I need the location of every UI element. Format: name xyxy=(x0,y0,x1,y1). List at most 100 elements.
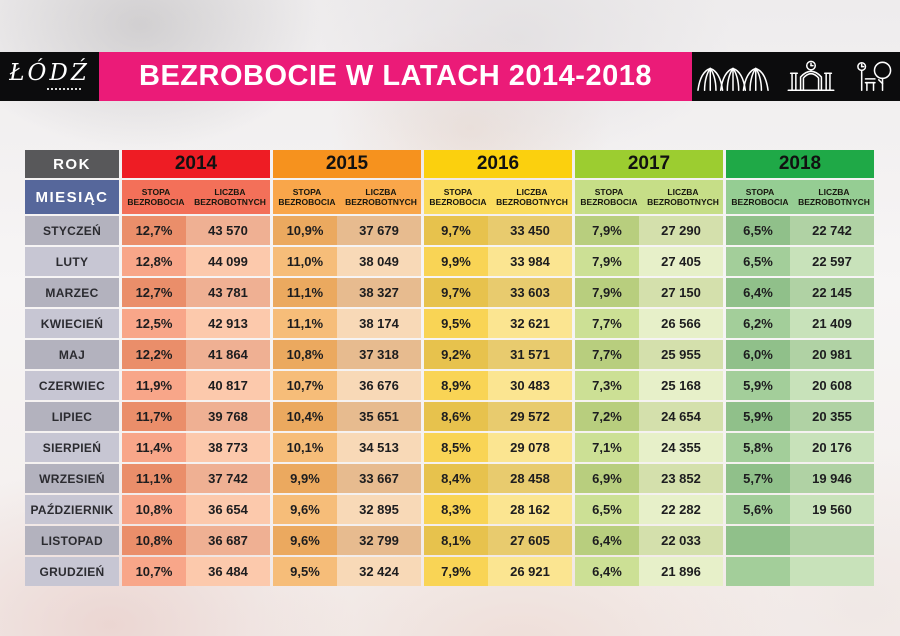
stopa-cell: 5,9% xyxy=(726,371,790,400)
year-data-group: 9,9% 33 667 xyxy=(273,464,421,493)
liczba-cell: 29 078 xyxy=(488,433,572,462)
stopa-cell: 8,1% xyxy=(424,526,488,555)
liczba-cell: 43 781 xyxy=(186,278,270,307)
year-data-group: 5,6% 19 560 xyxy=(726,495,874,524)
stopa-cell: 5,8% xyxy=(726,433,790,462)
liczba-cell: 19 560 xyxy=(790,495,874,524)
liczba-cell: 23 852 xyxy=(639,464,723,493)
year-data-group: 8,6% 29 572 xyxy=(424,402,572,431)
liczba-cell: 22 597 xyxy=(790,247,874,276)
year-data-group: 10,8% 37 318 xyxy=(273,340,421,369)
year-subheader-group: STOPA BEZROBOCIA LICZBA BEZROBOTNYCH xyxy=(424,180,572,214)
year-data-group: 11,7% 39 768 xyxy=(122,402,270,431)
liczba-cell xyxy=(790,526,874,555)
year-data-group: 7,1% 24 355 xyxy=(575,433,723,462)
stopa-cell: 10,1% xyxy=(273,433,337,462)
stopa-cell: 9,5% xyxy=(273,557,337,586)
liczba-cell: 32 799 xyxy=(337,526,421,555)
stopa-subheader-cell: STOPA BEZROBOCIA xyxy=(127,186,185,207)
stopa-cell: 8,6% xyxy=(424,402,488,431)
year-data-group: 8,1% 27 605 xyxy=(424,526,572,555)
year-data-group: 8,3% 28 162 xyxy=(424,495,572,524)
stopa-cell: 8,4% xyxy=(424,464,488,493)
year-data-group: 11,1% 38 174 xyxy=(273,309,421,338)
year-data-group: 7,9% 26 921 xyxy=(424,557,572,586)
stopa-cell: 9,6% xyxy=(273,495,337,524)
year-data-group: 6,4% 22 145 xyxy=(726,278,874,307)
liczba-cell: 30 483 xyxy=(488,371,572,400)
stopa-cell: 5,6% xyxy=(726,495,790,524)
year-data-group: 12,7% 43 781 xyxy=(122,278,270,307)
month-cell: MAJ xyxy=(25,340,119,369)
stopa-cell: 11,1% xyxy=(122,464,186,493)
table-row: MAJ 12,2% 41 864 10,8% 37 318 9,2% 31 571 7,7% 2… xyxy=(25,340,874,369)
stopa-cell: 7,7% xyxy=(575,340,639,369)
liczba-subheader-cell: LICZBA BEZROBOTNYCH xyxy=(496,186,568,207)
month-cell: WRZESIEŃ xyxy=(25,464,119,493)
year-header-cell: 2015 xyxy=(273,150,421,178)
month-cell: CZERWIEC xyxy=(25,371,119,400)
lodz-logo: ŁÓDŹ xyxy=(0,52,99,101)
year-data-group: 6,5% 22 282 xyxy=(575,495,723,524)
liczba-cell: 22 742 xyxy=(790,216,874,245)
topbar: ŁÓDŹ BEZROBOCIE W LATACH 2014-2018 xyxy=(0,52,900,101)
table-row: ROK 2014 2015 2016 2017 2018 xyxy=(25,150,874,178)
landmarks-box xyxy=(692,52,900,101)
year-header-cell: 2017 xyxy=(575,150,723,178)
liczba-cell: 41 864 xyxy=(186,340,270,369)
liczba-cell: 33 984 xyxy=(488,247,572,276)
stopa-cell: 12,7% xyxy=(122,216,186,245)
liczba-cell: 24 654 xyxy=(639,402,723,431)
month-cell: STYCZEŃ xyxy=(25,216,119,245)
year-data-group: 7,9% 27 405 xyxy=(575,247,723,276)
year-data-group: 6,4% 21 896 xyxy=(575,557,723,586)
year-header-cell: 2018 xyxy=(726,150,874,178)
stopa-cell: 9,7% xyxy=(424,216,488,245)
stopa-cell: 9,9% xyxy=(424,247,488,276)
stopa-cell: 10,8% xyxy=(122,526,186,555)
year-data-group: 10,4% 35 651 xyxy=(273,402,421,431)
month-cell: LUTY xyxy=(25,247,119,276)
stopa-cell: 5,9% xyxy=(726,402,790,431)
year-subheader-group: STOPA BEZROBOCIA LICZBA BEZROBOTNYCH xyxy=(273,180,421,214)
stopa-cell: 7,1% xyxy=(575,433,639,462)
stopa-cell: 10,8% xyxy=(273,340,337,369)
liczba-subheader-cell: LICZBA BEZROBOTNYCH xyxy=(647,186,719,207)
stopa-cell: 11,4% xyxy=(122,433,186,462)
liczba-cell: 27 605 xyxy=(488,526,572,555)
table-row: PAŹDZIERNIK 10,8% 36 654 9,6% 32 895 8,3% 28 1… xyxy=(25,495,874,524)
stopa-cell: 9,7% xyxy=(424,278,488,307)
liczba-cell: 20 981 xyxy=(790,340,874,369)
stopa-cell: 7,3% xyxy=(575,371,639,400)
month-cell: MARZEC xyxy=(25,278,119,307)
year-data-group: 5,9% 20 608 xyxy=(726,371,874,400)
liczba-cell: 28 458 xyxy=(488,464,572,493)
year-data-group: 9,5% 32 424 xyxy=(273,557,421,586)
stopa-cell: 8,5% xyxy=(424,433,488,462)
stopa-cell: 6,9% xyxy=(575,464,639,493)
year-data-group: 10,1% 34 513 xyxy=(273,433,421,462)
year-data-group: 9,7% 33 450 xyxy=(424,216,572,245)
liczba-cell: 37 679 xyxy=(337,216,421,245)
year-data-group: 9,6% 32 895 xyxy=(273,495,421,524)
month-cell: SIERPIEŃ xyxy=(25,433,119,462)
year-data-group: 8,9% 30 483 xyxy=(424,371,572,400)
stopa-cell: 10,4% xyxy=(273,402,337,431)
month-cell: PAŹDZIERNIK xyxy=(25,495,119,524)
year-data-group: 7,7% 25 955 xyxy=(575,340,723,369)
stopa-cell: 6,2% xyxy=(726,309,790,338)
liczba-cell: 34 513 xyxy=(337,433,421,462)
stopa-cell: 11,1% xyxy=(273,309,337,338)
liczba-cell: 28 162 xyxy=(488,495,572,524)
stopa-cell: 8,9% xyxy=(424,371,488,400)
table-row: GRUDZIEŃ 10,7% 36 484 9,5% 32 424 7,9% 26 921 6… xyxy=(25,557,874,586)
liczba-cell: 27 290 xyxy=(639,216,723,245)
year-data-group: 6,2% 21 409 xyxy=(726,309,874,338)
stopa-cell: 5,7% xyxy=(726,464,790,493)
lodz-logo-caption xyxy=(46,87,81,92)
year-data-group: 10,7% 36 676 xyxy=(273,371,421,400)
stopa-cell: 7,9% xyxy=(575,216,639,245)
arches-landmark-icon xyxy=(697,67,769,91)
stopa-cell: 10,9% xyxy=(273,216,337,245)
liczba-cell: 22 282 xyxy=(639,495,723,524)
